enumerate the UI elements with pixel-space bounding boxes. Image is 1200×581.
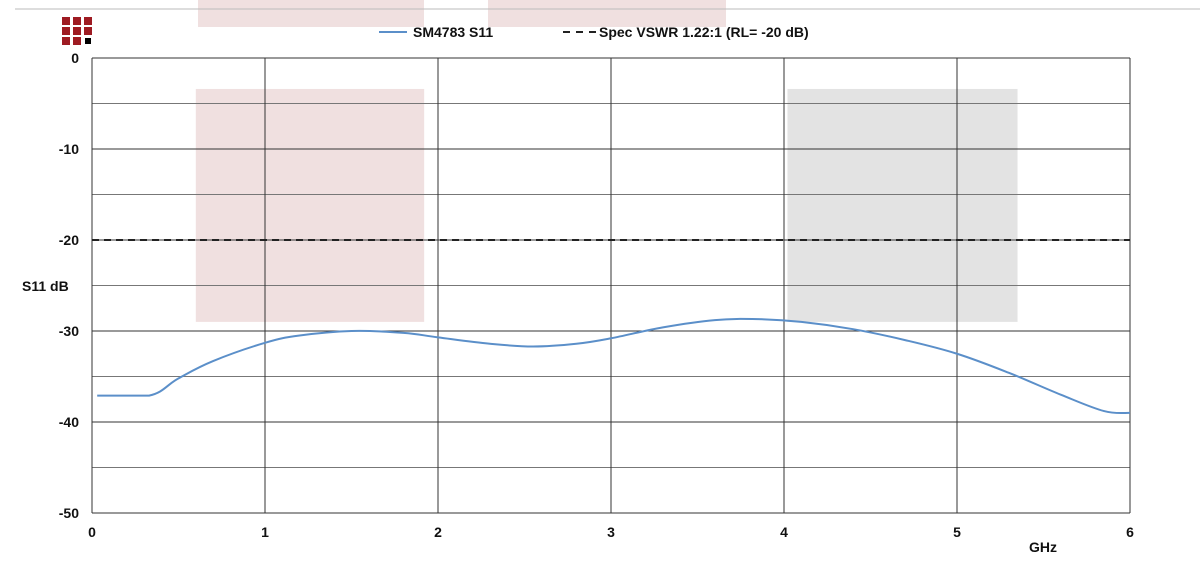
- logo-square: [62, 27, 70, 35]
- x-tick-label: 2: [434, 524, 442, 540]
- series-line-s11: [97, 317, 1131, 415]
- company-logo: [62, 17, 92, 45]
- shaded-regions: [195, 88, 1018, 322]
- logo-square: [85, 38, 91, 44]
- shaded-region-1: [787, 88, 1018, 322]
- logo-square: [84, 17, 92, 25]
- x-axis-label: GHz: [1029, 539, 1057, 555]
- y-tick-label: -50: [59, 505, 79, 521]
- logo-square: [84, 27, 92, 35]
- gridlines: [91, 57, 1131, 514]
- logo-square: [73, 37, 81, 45]
- logo-square: [62, 37, 70, 45]
- x-tick-label: 6: [1126, 524, 1134, 540]
- y-tick-label: 0: [71, 50, 79, 66]
- shaded-region-0: [195, 88, 425, 322]
- logo-square: [62, 17, 70, 25]
- y-axis-label: S11 dB: [22, 278, 69, 294]
- x-tick-label: 5: [953, 524, 961, 540]
- y-tick-label: -20: [59, 232, 79, 248]
- logo-square: [73, 27, 81, 35]
- logo-square: [73, 17, 81, 25]
- series-group: [92, 239, 1131, 415]
- tick-labels: 0 -10 -20 -30 -40 -50 0 1 2 3 4 5 6: [59, 50, 1134, 540]
- y-tick-label: -10: [59, 141, 79, 157]
- x-tick-label: 0: [88, 524, 96, 540]
- legend: SM4783 S11 Spec VSWR 1.22:1 (RL= -20 dB): [379, 24, 809, 40]
- x-tick-label: 1: [261, 524, 269, 540]
- x-tick-label: 3: [607, 524, 615, 540]
- y-tick-label: -30: [59, 323, 79, 339]
- y-tick-label: -40: [59, 414, 79, 430]
- header-decoration-right: [488, 0, 726, 27]
- header-decoration-left: [198, 0, 424, 27]
- legend-label-spec: Spec VSWR 1.22:1 (RL= -20 dB): [599, 24, 809, 40]
- x-tick-label: 4: [780, 524, 788, 540]
- legend-label-s11: SM4783 S11: [413, 24, 493, 40]
